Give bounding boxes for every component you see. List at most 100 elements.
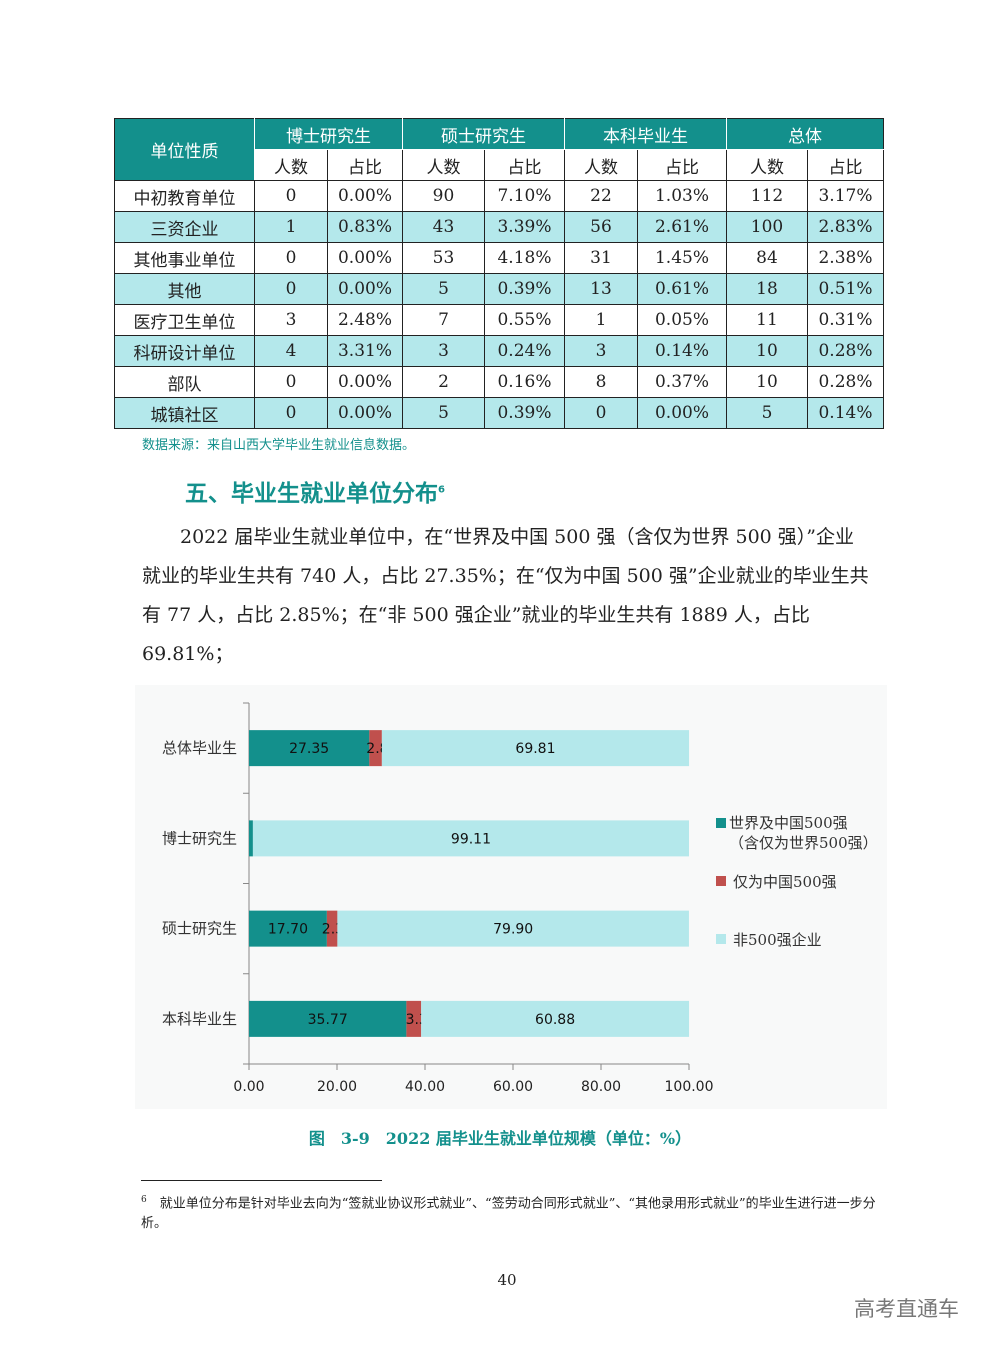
row-label: 中初教育单位 bbox=[114, 180, 255, 212]
legend-label: 非500强企业 bbox=[733, 931, 822, 949]
table-row: 中初教育单位 0 0.00% 90 7.10% 22 1.03% 112 3.17% bbox=[114, 180, 884, 212]
table-cell: 0.55% bbox=[484, 304, 565, 336]
bar-segment bbox=[369, 730, 382, 767]
table-cell: 11 bbox=[726, 304, 808, 336]
section-title: 五、毕业生就业单位分布 bbox=[185, 481, 438, 507]
sub-header: 占比 bbox=[484, 149, 565, 181]
table-cell: 0.37% bbox=[637, 366, 727, 398]
table-cell: 3 bbox=[254, 304, 328, 336]
table-cell: 1 bbox=[564, 304, 638, 336]
table-cell: 7 bbox=[402, 304, 485, 336]
table-cell: 5 bbox=[402, 397, 485, 429]
table-cell: 56 bbox=[564, 211, 638, 243]
table-cell: 4 bbox=[254, 335, 328, 367]
employer-type-table: 单位性质 博士研究生 硕士研究生 本科毕业生 总体 人数 占比 人数 占比 人数 占比 人数… bbox=[114, 118, 884, 429]
data-label: 69.81 bbox=[515, 741, 555, 757]
table-cell: 10 bbox=[726, 366, 808, 398]
table-cell: 2.38% bbox=[807, 242, 884, 274]
x-tick-label: 100.00 bbox=[665, 1079, 714, 1095]
bar-segment bbox=[249, 820, 253, 857]
group-header: 硕士研究生 bbox=[402, 118, 565, 150]
data-label: 99.11 bbox=[451, 831, 491, 847]
table-cell: 100 bbox=[726, 211, 808, 243]
table-row: 城镇社区 0 0.00% 5 0.39% 0 0.00% 5 0.14% bbox=[114, 397, 884, 429]
legend-swatch bbox=[716, 818, 726, 828]
x-tick-label: 0.00 bbox=[233, 1079, 264, 1095]
legend-swatch bbox=[716, 876, 726, 886]
table-cell: 0 bbox=[254, 397, 328, 429]
table-cell: 3 bbox=[402, 335, 485, 367]
table-cell: 53 bbox=[402, 242, 485, 274]
table-cell: 0 bbox=[254, 273, 328, 305]
row-label: 医疗卫生单位 bbox=[114, 304, 255, 336]
category-label: 总体毕业生 bbox=[162, 739, 237, 757]
table-cell: 0.16% bbox=[484, 366, 565, 398]
table-cell: 0.24% bbox=[484, 335, 565, 367]
group-header: 博士研究生 bbox=[254, 118, 403, 150]
table-cell: 2.61% bbox=[637, 211, 727, 243]
bar-segment bbox=[326, 910, 338, 947]
bar-segment bbox=[421, 1000, 690, 1037]
corner-header: 单位性质 bbox=[114, 118, 255, 181]
data-source-note: 数据来源：来自山西大学毕业生就业信息数据。 bbox=[142, 438, 416, 453]
table-cell: 84 bbox=[726, 242, 808, 274]
table-cell: 4.18% bbox=[484, 242, 565, 274]
sub-header: 人数 bbox=[254, 149, 328, 181]
data-label: 60.88 bbox=[535, 1012, 575, 1028]
bar-segment bbox=[249, 1000, 407, 1037]
stacked-bar-chart: 0.00 20.00 40.00 60.00 80.00 100.00 总体毕业生 27.35… bbox=[135, 685, 887, 1109]
bar-segment bbox=[249, 910, 327, 947]
table-cell: 0.39% bbox=[484, 273, 565, 305]
group-header: 总体 bbox=[726, 118, 884, 150]
x-tick-label: 20.00 bbox=[317, 1079, 357, 1095]
table-cell: 0.61% bbox=[637, 273, 727, 305]
table-cell: 2.48% bbox=[327, 304, 403, 336]
paragraph-text: 2022 届毕业生就业单位中，在“世界及中国 500 强（含仅为世界 500 强… bbox=[142, 526, 869, 665]
x-tick-label: 60.00 bbox=[493, 1079, 533, 1095]
footnote-text: 就业单位分布是针对毕业去向为“签就业协议形式就业”、“签劳动合同形式就业”、“其… bbox=[141, 1196, 876, 1232]
table-cell: 7.10% bbox=[484, 180, 565, 212]
footnote-divider bbox=[141, 1180, 382, 1181]
data-label: 27.35 bbox=[289, 741, 329, 757]
figure-caption: 图 3-9 2022 届毕业生就业单位规模（单位：%） bbox=[308, 1129, 692, 1148]
sub-header: 人数 bbox=[402, 149, 485, 181]
legend-swatch bbox=[716, 934, 726, 944]
table-cell: 0.28% bbox=[807, 366, 884, 398]
table-cell: 0 bbox=[254, 242, 328, 274]
bar-segment bbox=[381, 730, 690, 767]
data-label: 79.90 bbox=[493, 922, 533, 938]
table-cell: 0 bbox=[564, 397, 638, 429]
table-cell: 0 bbox=[254, 180, 328, 212]
table-cell: 0.00% bbox=[327, 397, 403, 429]
table-row: 其他 0 0.00% 5 0.39% 13 0.61% 18 0.51% bbox=[114, 273, 884, 305]
table-cell: 0.31% bbox=[807, 304, 884, 336]
table-cell: 1.03% bbox=[637, 180, 727, 212]
footnote: 6 就业单位分布是针对毕业去向为“签就业协议形式就业”、“签劳动合同形式就业”、… bbox=[141, 1190, 886, 1234]
table-cell: 0.14% bbox=[807, 397, 884, 429]
row-label: 其他 bbox=[114, 273, 255, 305]
legend-label: 世界及中国500强 bbox=[729, 814, 848, 832]
table-cell: 18 bbox=[726, 273, 808, 305]
sub-header: 占比 bbox=[637, 149, 727, 181]
watermark: 高考直通车 bbox=[854, 1297, 959, 1321]
table-cell: 10 bbox=[726, 335, 808, 367]
page-number: 40 bbox=[497, 1271, 517, 1289]
row-label: 三资企业 bbox=[114, 211, 255, 243]
sub-header: 占比 bbox=[807, 149, 884, 181]
sub-header: 人数 bbox=[726, 149, 808, 181]
legend-label: 仅为中国500强 bbox=[733, 873, 837, 891]
table-cell: 0.28% bbox=[807, 335, 884, 367]
table-cell: 3 bbox=[564, 335, 638, 367]
footnote-ref: 6 bbox=[438, 484, 445, 496]
table-row: 医疗卫生单位 3 2.48% 7 0.55% 1 0.05% 11 0.31% bbox=[114, 304, 884, 336]
table-cell: 0.00% bbox=[637, 397, 727, 429]
table-cell: 2.83% bbox=[807, 211, 884, 243]
table-cell: 8 bbox=[564, 366, 638, 398]
table-row: 三资企业 1 0.83% 43 3.39% 56 2.61% 100 2.83% bbox=[114, 211, 884, 243]
x-tick-label: 40.00 bbox=[405, 1079, 445, 1095]
table-cell: 1 bbox=[254, 211, 328, 243]
category-label: 硕士研究生 bbox=[162, 920, 237, 938]
table-row: 其他事业单位 0 0.00% 53 4.18% 31 1.45% 84 2.38% bbox=[114, 242, 884, 274]
table-cell: 0 bbox=[254, 366, 328, 398]
footnote-mark: 6 bbox=[141, 1195, 147, 1205]
